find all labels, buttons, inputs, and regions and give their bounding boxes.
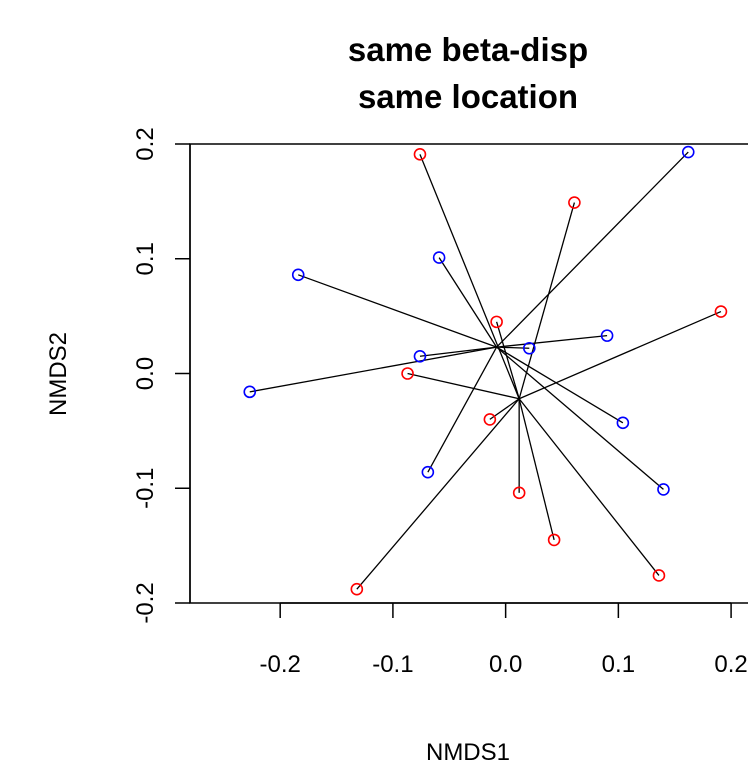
spider-line [356,398,520,590]
data-point [413,349,427,363]
spider-line [518,398,555,541]
data-point [616,416,630,430]
data-point [483,413,497,426]
spider-line [496,346,664,490]
x-tick-label: 0.2 [714,651,747,678]
x-tick-label: 0.0 [489,651,522,678]
spider-line [496,346,624,424]
data-point [421,465,435,479]
y-tick-label: 0.1 [132,242,159,275]
points [243,145,728,596]
spider-line [407,372,520,400]
y-tick-label: -0.2 [132,582,159,623]
data-point [512,486,526,500]
x-axis: -0.2 -0.1 0.0 0.1 0.2 [260,602,748,678]
data-point [714,305,728,318]
plot-frame [189,143,748,604]
data-point [432,251,446,264]
data-point [657,483,670,496]
x-tick-label: -0.1 [372,651,413,678]
spider-line [495,321,520,399]
spider-line [518,398,660,576]
data-point [568,196,581,209]
data-point [523,341,536,355]
x-tick-label: 0.1 [602,651,635,678]
data-point [291,268,305,282]
spider-line [496,334,608,348]
y-axis-title: NMDS2 [45,332,72,416]
spider-lines [249,151,722,590]
spider-line [496,151,689,348]
spider-line [518,202,576,399]
spider-line [427,346,498,473]
spider-line [419,346,497,357]
x-axis-title: NMDS1 [426,739,510,766]
data-point [401,367,414,380]
y-axis: -0.2 -0.1 0.0 0.1 0.2 [132,127,191,624]
data-point [350,582,364,596]
data-point [652,569,666,582]
data-point [600,329,614,342]
data-point [413,148,427,161]
spider-line [518,310,722,400]
chart-title-line-2: same location [358,78,578,115]
spider-line [297,274,497,348]
y-tick-label: 0.2 [132,127,159,160]
spider-line [249,346,497,393]
y-tick-label: 0.0 [132,357,159,390]
chart-title-line-1: same beta-disp [348,31,588,68]
spider-line [438,257,498,348]
data-point [547,533,561,547]
y-tick-label: -0.1 [132,468,159,509]
data-point [681,145,695,159]
data-point [243,385,257,399]
data-point [490,315,503,329]
spider-line [419,154,520,399]
x-tick-label: -0.2 [260,651,301,678]
